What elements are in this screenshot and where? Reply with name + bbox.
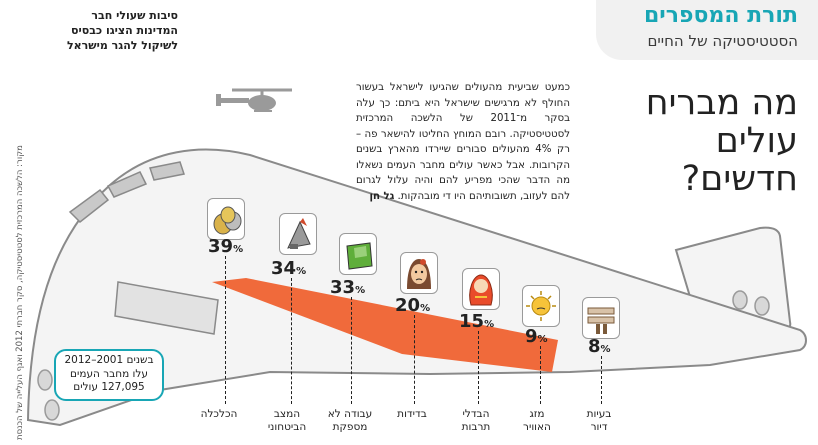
cockpit-windows — [68, 161, 185, 224]
value-label: 39% — [208, 236, 244, 257]
main-title: מה מבריח עולים חדשים? — [645, 83, 798, 199]
article-author: גל חן — [369, 190, 395, 202]
category-label: הכלכלה — [200, 408, 238, 420]
side-caption-line: המדינות הציגו כבסיס — [71, 24, 178, 37]
value-label: 8% — [588, 336, 611, 357]
value-label: 20% — [395, 295, 431, 316]
category-label: הבדלי תרבות — [461, 408, 491, 433]
stat-box — [462, 268, 500, 310]
category-label: המצב הביטחוני — [267, 408, 307, 433]
article-text: כמעט שביעית מהעולים שהגיעו לישראל בעשור … — [356, 82, 570, 202]
side-caption-line: לשיקול להגר מישראל — [67, 39, 178, 52]
helicopter-icon — [216, 88, 292, 112]
wood-planks-icon — [587, 307, 615, 334]
stat-box — [400, 252, 438, 294]
coins-icon — [213, 206, 242, 235]
category-label: בדידות — [397, 408, 427, 420]
door — [114, 281, 219, 335]
leader-line — [414, 315, 415, 404]
series-title: תורת המספרים — [643, 3, 798, 28]
immigration-callout: בשנים 2001–2012 עלו מחבר העמים 127,095 ע… — [54, 349, 164, 401]
series-header-tab — [596, 0, 818, 60]
article-body: כמעט שביעית מהעולים שהגיעו לישראל בעשור … — [356, 80, 570, 204]
category-label: בעיות דיור — [586, 408, 612, 433]
stat-box — [207, 198, 245, 240]
value-label: 34% — [271, 258, 307, 279]
leader-line — [601, 356, 602, 404]
value-label: 33% — [330, 277, 366, 298]
missile-icon — [287, 218, 311, 249]
portholes — [37, 290, 770, 421]
category-label: מזג האוויר — [523, 408, 551, 433]
side-caption-line: סיבות שעולי חבר — [91, 9, 178, 22]
category-label: עבודה לא מספקת — [327, 408, 373, 433]
series-subtitle: הסטטיסטיקה של החיים — [647, 32, 798, 50]
leader-line — [225, 256, 226, 404]
source-credit: מקור: הלשכה המרכזית לסטטיסטיקה, סקר חברת… — [15, 145, 25, 440]
sad-woman-icon — [407, 259, 431, 289]
leader-line — [478, 331, 479, 404]
value-label: 9% — [525, 326, 548, 347]
value-label: 15% — [459, 311, 495, 332]
leader-line — [351, 297, 352, 404]
stat-box — [339, 233, 377, 275]
stat-box — [279, 213, 317, 255]
wing-stripe — [212, 278, 558, 372]
leader-line — [540, 346, 541, 404]
stat-box — [582, 297, 620, 339]
matryoshka-icon — [469, 274, 493, 306]
sun-icon — [526, 291, 556, 321]
money-bag-icon — [346, 242, 373, 270]
side-caption: סיבות שעולי חבר המדינות הציגו כבסיס לשיק… — [18, 8, 178, 53]
stat-box — [522, 285, 560, 327]
leader-line — [291, 278, 292, 404]
